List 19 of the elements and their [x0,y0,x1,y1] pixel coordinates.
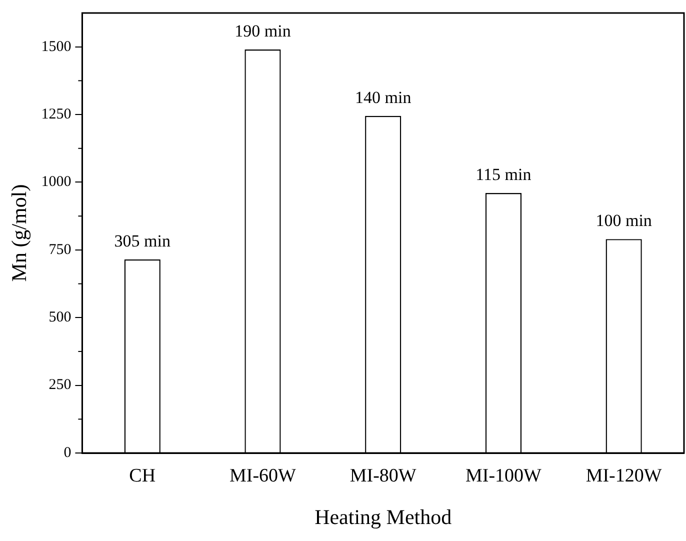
x-tick-label: CH [129,465,156,486]
x-tick-label: MI-120W [586,465,662,486]
y-tick-label: 1250 [41,106,72,122]
y-tick-label: 1500 [41,38,72,55]
annotation: 140 min [355,88,412,107]
annotation: 100 min [596,211,652,230]
y-tick-label: 250 [48,377,72,394]
y-tick-label: 1000 [41,174,72,190]
y-tick-label: 500 [48,310,72,326]
x-tick-label: MI-60W [230,465,296,486]
annotation: 190 min [234,22,292,41]
y-tick-label: 0 [64,444,72,461]
x-tick-label: MI-80W [350,465,416,486]
y-axis-title: Mn (g/mol) [7,184,32,282]
annotation: 305 min [114,231,171,250]
x-axis-title: Heating Method [314,504,452,529]
x-tick-label: MI-100W [465,465,542,486]
annotation: 115 min [476,165,532,184]
y-tick-label: 750 [48,242,72,258]
